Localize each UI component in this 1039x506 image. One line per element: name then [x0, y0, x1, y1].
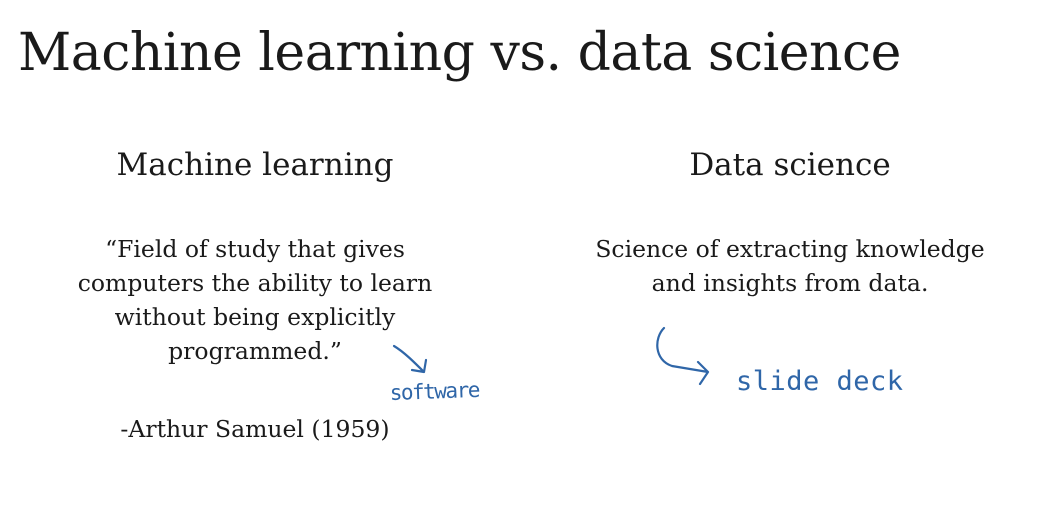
hand-drawn-arrow-icon: [392, 344, 428, 374]
slide-deck-note: slide deck: [736, 366, 904, 397]
data-science-heading: Data science: [689, 147, 891, 183]
definition-line: and insights from data.: [651, 269, 929, 297]
quote-line: “Field of study that gives: [105, 235, 405, 263]
ds-annotation: slide deck: [656, 326, 904, 397]
ml-annotation: software: [389, 344, 480, 405]
software-note: software: [389, 378, 480, 405]
quote-line: computers the ability to learn: [77, 269, 433, 297]
definition-line: Science of extracting knowledge: [595, 235, 985, 263]
quote-line: programmed.”: [168, 337, 342, 365]
slide-title: Machine learning vs. data science: [18, 23, 901, 83]
machine-learning-quote: “Field of study that gives computers the…: [40, 232, 470, 368]
data-science-definition: Science of extracting knowledge and insi…: [565, 232, 1015, 300]
quote-attribution: -Arthur Samuel (1959): [120, 415, 390, 443]
machine-learning-heading: Machine learning: [116, 147, 394, 183]
hand-drawn-arrow-icon: [656, 326, 710, 386]
quote-line: without being explicitly: [114, 303, 396, 331]
